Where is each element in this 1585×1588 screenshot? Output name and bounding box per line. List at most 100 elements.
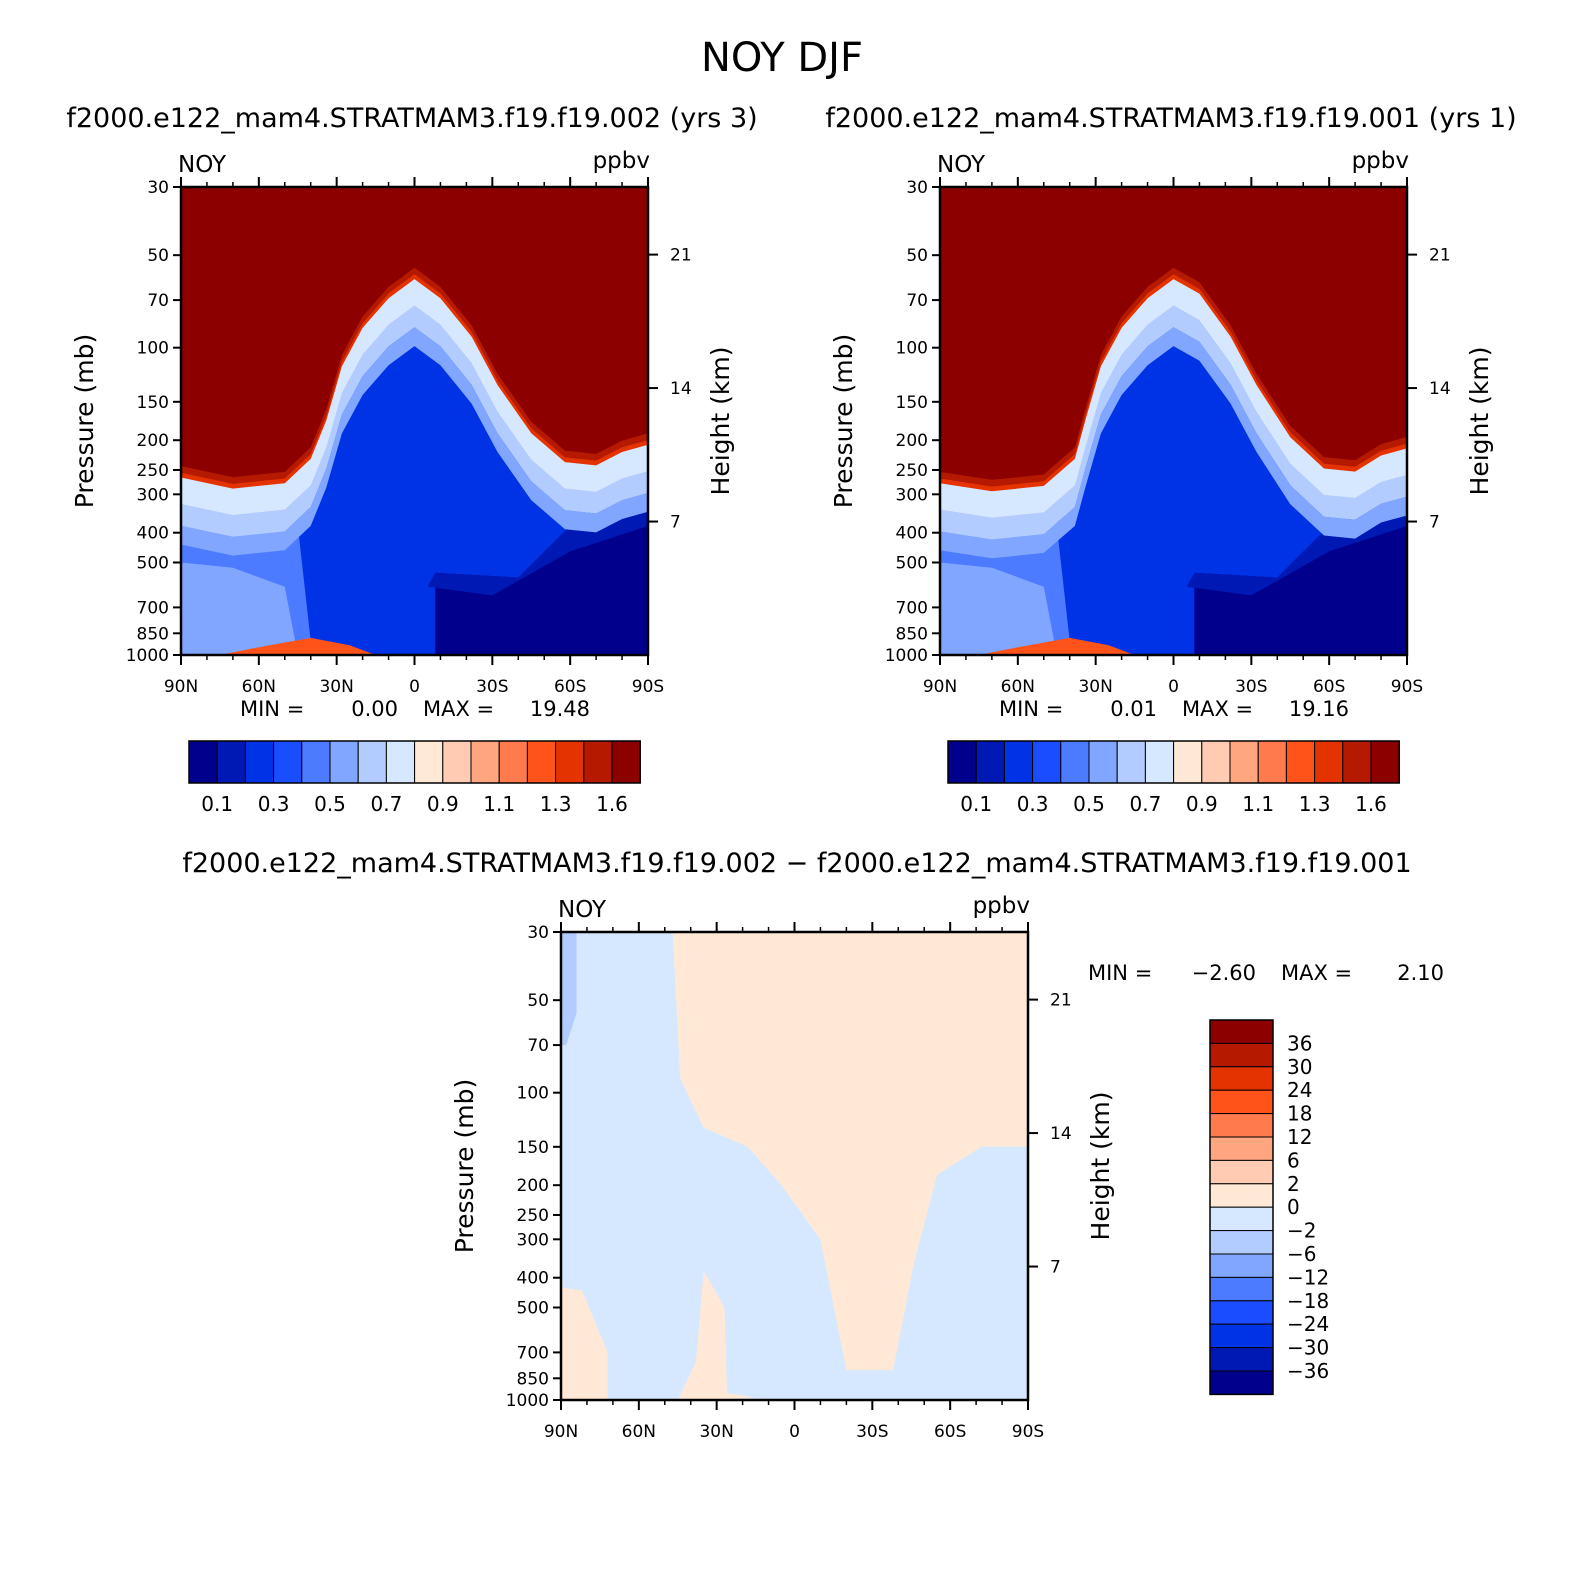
panel1-variable-label: NOY	[178, 152, 227, 178]
colorbar-swatch	[526, 740, 557, 784]
colorbar-swatch	[244, 740, 275, 784]
panel1-max-value: 19.48	[530, 697, 590, 721]
colorbar-swatch	[329, 740, 359, 784]
x-tick-label: 0	[1168, 677, 1179, 697]
panel3-units-label: ppbv	[973, 893, 1030, 919]
colorbar-swatch	[1116, 740, 1146, 784]
panel1-ticks: 305070100150200250300400500700850100090N…	[126, 177, 692, 697]
y-tick-label: 100	[896, 339, 928, 359]
colorbar-label: 30	[1287, 1055, 1312, 1079]
panel1-plot: 305070100150200250300400500700850100090N…	[70, 148, 735, 816]
panel2-subtitle: f2000.e122_mam4.STRATMAM3.f19.f19.001 (y…	[825, 103, 1516, 134]
y-tick-label: 150	[137, 393, 169, 413]
colorbar-label: 1.1	[483, 792, 515, 816]
colorbar-label: 18	[1287, 1102, 1312, 1126]
colorbar-label: 6	[1287, 1148, 1300, 1172]
x-tick-label: 60N	[622, 1422, 656, 1442]
colorbar-outline	[1209, 1019, 1274, 1396]
y-tick-label: 200	[137, 431, 169, 451]
colorbar-swatch	[1209, 1183, 1274, 1208]
colorbar-swatch	[611, 740, 641, 784]
panel3-ticks: 305070100150200250300400500700850100090N…	[506, 922, 1072, 1442]
y-tick-label: 850	[517, 1369, 549, 1389]
panel2-max-label: MAX =	[1182, 697, 1253, 721]
colorbar-outline	[947, 740, 1400, 784]
y-tick-label: 500	[137, 553, 169, 573]
colorbar-label: 0.9	[427, 792, 459, 816]
y-tick-label: 250	[137, 461, 169, 481]
x-tick-label: 90S	[1391, 677, 1423, 697]
colorbar-swatch	[357, 740, 387, 784]
colorbar-swatch	[555, 740, 585, 784]
height-tick-label: 21	[670, 246, 692, 266]
colorbar-swatch	[470, 740, 500, 784]
colorbar-swatch	[1370, 740, 1400, 784]
contour-band-mid	[181, 305, 648, 537]
x-tick-label: 60N	[242, 677, 276, 697]
colorbar-label: −18	[1287, 1289, 1329, 1313]
contour-band-mid	[940, 305, 1407, 540]
panel3-variable-label: NOY	[558, 897, 607, 923]
colorbar-swatch	[583, 740, 613, 784]
contour-band-mid	[181, 327, 648, 556]
contour-band-mid	[940, 279, 1407, 518]
y-tick-label: 300	[517, 1230, 549, 1250]
colorbar-swatch	[1209, 1042, 1274, 1068]
panel1-contour-field	[181, 187, 648, 655]
panel2-variable-label: NOY	[937, 152, 986, 178]
y-tick-label: 300	[896, 485, 928, 505]
colorbar-label: 1.6	[596, 792, 628, 816]
colorbar-label: 2	[1287, 1172, 1300, 1196]
y-tick-label: 1000	[126, 646, 169, 666]
contour-band-top	[940, 187, 1407, 480]
y-tick-label: 850	[137, 624, 169, 644]
colorbar-label: 12	[1287, 1125, 1312, 1149]
colorbar-label: −12	[1287, 1265, 1329, 1289]
colorbar-label: 0.5	[314, 792, 346, 816]
x-tick-label: 0	[409, 677, 420, 697]
y-tick-label: 400	[137, 524, 169, 544]
colorbar-swatch	[1209, 1159, 1274, 1185]
x-tick-label: 30N	[699, 1422, 733, 1442]
y-tick-label: 250	[517, 1206, 549, 1226]
x-tick-label: 90N	[164, 677, 198, 697]
colorbar-swatch	[1088, 740, 1118, 784]
y-tick-label: 700	[896, 598, 928, 618]
contour-band-surface	[978, 637, 1135, 655]
height-tick-label: 14	[1429, 379, 1451, 399]
panel2-ticks: 305070100150200250300400500700850100090N…	[885, 177, 1451, 697]
panel2-units-label: ppbv	[1352, 148, 1409, 174]
panel3-ylabel-right: Height (km)	[1086, 1092, 1115, 1241]
colorbar-swatch	[385, 740, 416, 784]
height-tick-label: 21	[1429, 246, 1451, 266]
y-tick-label: 400	[896, 524, 928, 544]
panel3-min-label: MIN =	[1088, 961, 1152, 985]
panel3-max-label: MAX =	[1281, 961, 1352, 985]
panel1-subtitle: f2000.e122_mam4.STRATMAM3.f19.f19.002 (y…	[66, 103, 757, 134]
y-tick-label: 70	[147, 291, 169, 311]
colorbar-swatch	[1209, 1066, 1274, 1091]
panel2-min-value: 0.01	[1110, 697, 1157, 721]
contour-bands	[940, 187, 1407, 655]
colorbar-label: 0.5	[1073, 792, 1105, 816]
colorbar-swatch	[975, 740, 1005, 784]
contour-band	[940, 562, 1057, 655]
height-tick-label: 21	[1050, 991, 1072, 1011]
panel1-units-label: ppbv	[593, 148, 650, 174]
y-tick-label: 1000	[885, 646, 928, 666]
colorbar-swatch	[1342, 740, 1372, 784]
colorbar-swatch	[414, 740, 444, 784]
contour-band-mid	[181, 279, 648, 515]
colorbar-label: 24	[1287, 1078, 1312, 1102]
contour-band-surface	[219, 637, 376, 655]
figure-title: NOY DJF	[701, 35, 863, 81]
panel1-ylabel: Pressure (mb)	[70, 334, 99, 508]
y-tick-label: 150	[896, 393, 928, 413]
colorbar-swatch	[1209, 1347, 1274, 1372]
y-tick-label: 700	[517, 1343, 549, 1363]
x-tick-label: 60S	[1313, 677, 1345, 697]
y-tick-label: 100	[517, 1084, 549, 1104]
colorbar-swatch	[1201, 740, 1231, 784]
colorbar-label: 0.1	[960, 792, 992, 816]
